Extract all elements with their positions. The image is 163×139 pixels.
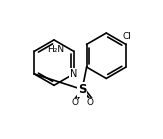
Text: H₂N: H₂N bbox=[47, 45, 64, 54]
Text: O: O bbox=[71, 98, 78, 107]
Text: S: S bbox=[78, 83, 86, 96]
Text: Cl: Cl bbox=[122, 32, 131, 41]
Text: O: O bbox=[86, 98, 93, 107]
Text: N: N bbox=[70, 69, 77, 79]
